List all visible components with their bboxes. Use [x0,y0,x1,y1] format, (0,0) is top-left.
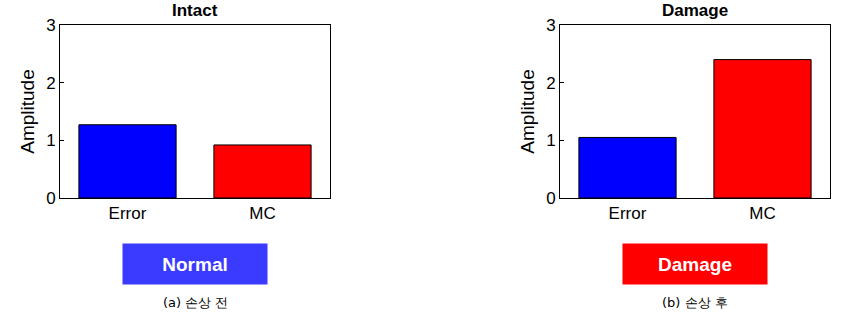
svg-text:Amplitude: Amplitude [517,69,538,154]
svg-text:MC: MC [749,204,775,223]
svg-text:Error: Error [609,204,647,223]
svg-text:1: 1 [46,131,55,150]
svg-text:Amplitude: Amplitude [17,69,38,154]
svg-text:1: 1 [546,131,555,150]
svg-text:Normal: Normal [162,254,227,275]
svg-text:MC: MC [249,204,275,223]
svg-text:Damage: Damage [662,1,728,20]
svg-text:0: 0 [546,189,555,208]
svg-text:Error: Error [109,204,147,223]
svg-text:(a) 손상 전: (a) 손상 전 [163,295,228,310]
svg-text:Intact: Intact [172,1,218,20]
svg-text:3: 3 [46,16,55,35]
svg-text:Damage: Damage [658,254,732,275]
svg-text:0: 0 [46,189,55,208]
svg-text:(b) 손상 후: (b) 손상 후 [662,295,728,310]
svg-text:3: 3 [546,16,555,35]
svg-text:2: 2 [46,74,55,93]
svg-text:2: 2 [546,74,555,93]
